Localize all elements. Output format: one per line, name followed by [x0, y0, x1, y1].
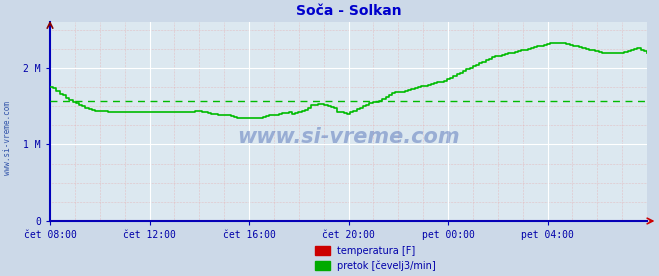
Title: Soča - Solkan: Soča - Solkan: [296, 4, 401, 18]
Text: www.si-vreme.com: www.si-vreme.com: [237, 128, 460, 147]
Legend: temperatura [F], pretok [čevelj3/min]: temperatura [F], pretok [čevelj3/min]: [315, 246, 436, 271]
Text: www.si-vreme.com: www.si-vreme.com: [3, 101, 13, 175]
